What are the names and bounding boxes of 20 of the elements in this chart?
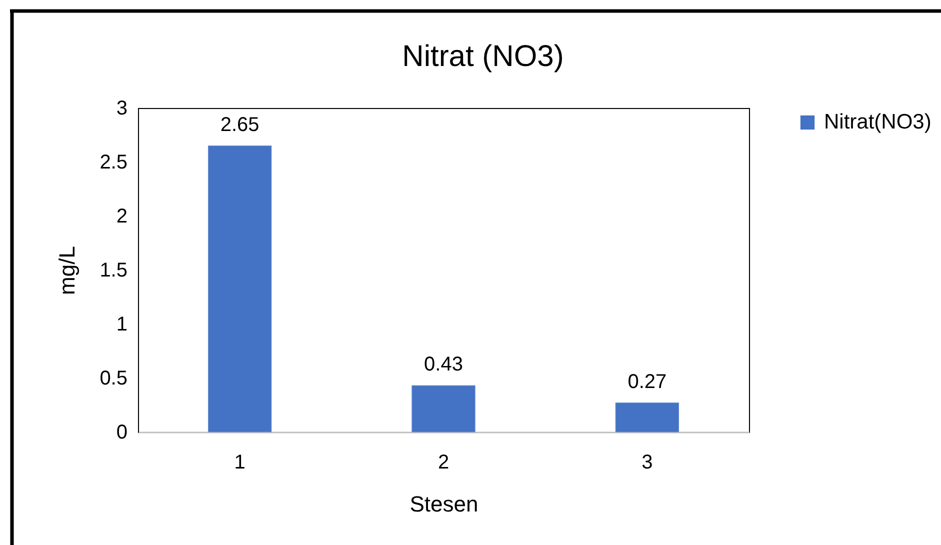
chart-title: Nitrat (NO3)	[402, 40, 564, 73]
y-tick-label: 1	[116, 314, 128, 336]
bar	[615, 402, 680, 432]
y-tick-label: 0	[116, 422, 128, 444]
y-tick-label: 2.5	[100, 152, 128, 174]
data-label: 0.43	[424, 354, 463, 376]
bar	[208, 146, 272, 432]
x-tick-label: 3	[642, 452, 653, 474]
x-tick-label: 1	[234, 452, 246, 474]
y-tick-label: 0.5	[100, 368, 128, 390]
x-tick-label: 2	[438, 452, 450, 474]
y-tick-label: 1.5	[100, 260, 128, 282]
data-label: 0.27	[628, 370, 667, 393]
legend-label: Nitrat(NO3)	[824, 110, 932, 134]
y-axis-title: mg/L	[54, 246, 80, 295]
data-label: 2.65	[220, 114, 260, 136]
y-tick-label: 3	[116, 98, 128, 120]
x-axis-title: Stesen	[410, 492, 478, 516]
bar	[412, 385, 476, 432]
y-tick-label: 2	[116, 206, 128, 228]
